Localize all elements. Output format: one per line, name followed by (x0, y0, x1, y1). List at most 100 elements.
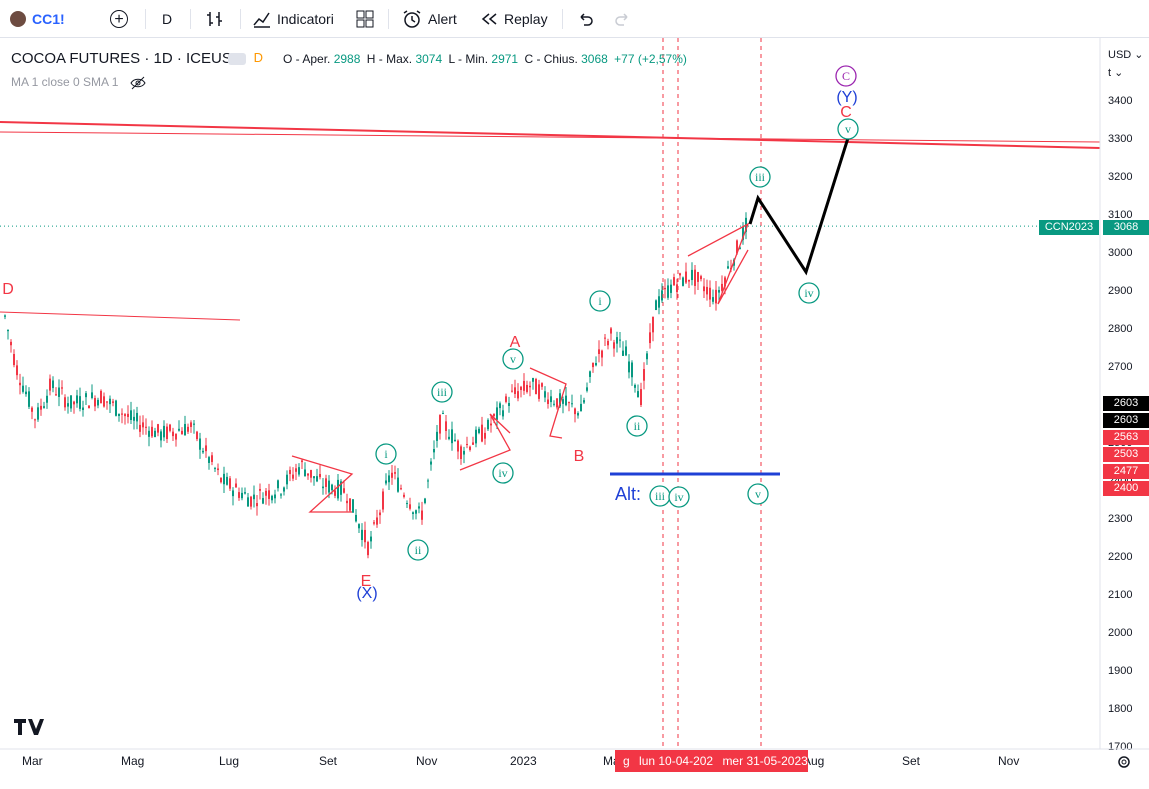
wave-label: C (840, 104, 852, 121)
replay-button[interactable]: Replay (480, 0, 548, 38)
tv-logo-icon (14, 719, 44, 735)
candle-body (94, 398, 96, 407)
candle-body (490, 423, 492, 426)
candle-body (538, 384, 540, 399)
candle-body (148, 430, 150, 437)
candle-body (4, 315, 6, 317)
add-symbol-button[interactable]: + (110, 0, 128, 38)
candle-body (25, 391, 27, 395)
wave-label: D (2, 281, 14, 298)
candle-body (697, 272, 699, 282)
candle-body (244, 492, 246, 494)
candle-body (514, 387, 516, 395)
candle-body (445, 421, 447, 431)
candle-body (427, 480, 429, 482)
candle-body (100, 390, 102, 404)
currency-selector[interactable]: USD ⌄ (1108, 48, 1144, 61)
layouts-button[interactable] (356, 0, 374, 38)
candle-body (436, 431, 438, 441)
candle-body (196, 431, 198, 440)
candle-body (595, 362, 597, 366)
candle-body (451, 429, 453, 444)
redo-button[interactable] (614, 0, 632, 38)
candle-body (217, 468, 219, 471)
candle-body (139, 424, 141, 432)
price-tag: 2477 (1103, 464, 1149, 479)
candle-body (400, 488, 402, 490)
candle-body (10, 341, 12, 346)
candle-body (382, 491, 384, 510)
wave-label: iii (655, 489, 666, 503)
candle-body (349, 498, 351, 511)
candle-body (79, 396, 81, 409)
eye-hidden-icon[interactable] (130, 76, 146, 90)
axis-settings-button[interactable] (1116, 754, 1132, 775)
indicator-legend[interactable]: MA 1 close 0 SMA 1 (11, 75, 146, 90)
symbol-title[interactable]: COCOA FUTURES · 1D · ICEUS (11, 50, 232, 67)
candle-body (418, 506, 420, 509)
unit-selector[interactable]: t ⌄ (1108, 66, 1123, 79)
symbol-label: CC1! (32, 11, 65, 27)
candle-body (229, 478, 231, 489)
candle-body (184, 423, 186, 436)
wave-label: (X) (356, 585, 377, 602)
trend-line-d (0, 311, 241, 321)
candle-body (124, 414, 126, 417)
wave-label: ii (634, 419, 641, 433)
tradingview-logo[interactable] (14, 718, 44, 741)
candle-body (412, 512, 414, 514)
candle-body (712, 297, 714, 302)
candle-body (634, 384, 636, 388)
session-badge[interactable]: D (228, 50, 263, 65)
alert-button[interactable]: Alert (402, 0, 457, 38)
candle-body (238, 492, 240, 498)
wave-label: (Y) (836, 89, 857, 106)
candle-body (250, 496, 252, 507)
candle-body (625, 346, 627, 356)
time-axis[interactable]: Mar Mag Lug Set Nov 2023 Ma Aug Set Nov (22, 754, 1019, 768)
candle-body (673, 277, 675, 286)
wave-circle (747, 483, 769, 505)
candle-body (298, 467, 300, 475)
candle-body (652, 316, 654, 333)
undo-button[interactable] (576, 0, 594, 38)
candle-body (406, 503, 408, 505)
price-tag: 2603 (1103, 413, 1149, 428)
candle-body (580, 403, 582, 412)
candle-body (430, 461, 432, 465)
highlight-date-2: mer 31-05-2023 (722, 754, 808, 768)
candle-body (154, 430, 156, 438)
wave-label: iv (674, 490, 683, 504)
candle-body (364, 529, 366, 543)
candle-body (682, 277, 684, 286)
price-axis[interactable]: 3400330032003100300029002800270026002500… (1108, 95, 1132, 753)
candle-body (193, 423, 195, 425)
interval-selector[interactable]: D (162, 0, 172, 38)
gear-icon (1118, 756, 1130, 768)
wave-label: iii (437, 385, 448, 399)
wave-label: i (384, 447, 388, 461)
candle-body (394, 472, 396, 474)
candle-body (346, 500, 348, 504)
indicators-icon (253, 12, 270, 28)
candle-body (565, 395, 567, 406)
candle-body (172, 431, 174, 437)
candle-body (91, 392, 93, 398)
candle-body (664, 287, 666, 290)
candle-body (307, 473, 309, 476)
chart-type-button[interactable] (205, 0, 225, 38)
candle-body (685, 271, 687, 283)
wave-label: E (361, 573, 372, 590)
price-tick-label: 1800 (1108, 703, 1132, 715)
candle-body (112, 401, 114, 403)
resistance-line (0, 121, 1101, 149)
price-tick-label: 2300 (1108, 513, 1132, 525)
indicators-button[interactable]: Indicatori (252, 0, 334, 38)
candle-body (619, 339, 621, 341)
candle-body (40, 405, 42, 410)
candle-body (34, 419, 36, 421)
candle-body (397, 477, 399, 492)
symbol-selector[interactable]: CC1! (10, 0, 65, 38)
